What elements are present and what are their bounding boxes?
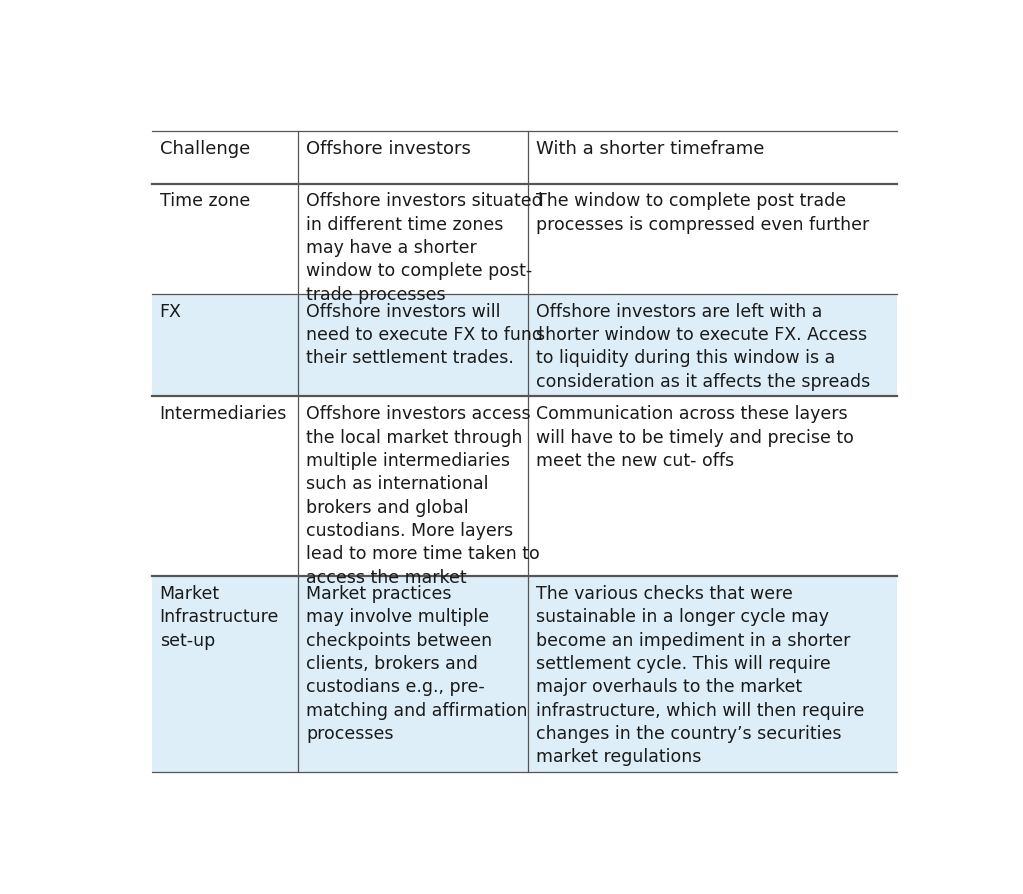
Text: The window to complete post trade
processes is compressed even further: The window to complete post trade proces… xyxy=(536,192,870,234)
Bar xyxy=(151,293,897,396)
Text: The various checks that were
sustainable in a longer cycle may
become an impedim: The various checks that were sustainable… xyxy=(536,585,864,766)
Text: Offshore investors situated
in different time zones
may have a shorter
window to: Offshore investors situated in different… xyxy=(306,192,543,304)
Text: Offshore investors access
the local market through
multiple intermediaries
such : Offshore investors access the local mark… xyxy=(306,405,540,586)
Text: FX: FX xyxy=(160,302,181,321)
Text: Offshore investors are left with a
shorter window to execute FX. Access
to liqui: Offshore investors are left with a short… xyxy=(536,302,871,391)
Text: With a shorter timeframe: With a shorter timeframe xyxy=(536,140,764,158)
Text: Challenge: Challenge xyxy=(160,140,250,158)
Text: Offshore investors will
need to execute FX to fund
their settlement trades.: Offshore investors will need to execute … xyxy=(306,302,543,367)
Text: Offshore investors: Offshore investors xyxy=(306,140,472,158)
Text: Communication across these layers
will have to be timely and precise to
meet the: Communication across these layers will h… xyxy=(536,405,854,470)
Text: Time zone: Time zone xyxy=(160,192,250,210)
Bar xyxy=(151,576,897,772)
Text: Market practices
may involve multiple
checkpoints between
clients, brokers and
c: Market practices may involve multiple ch… xyxy=(306,585,528,743)
Text: Market
Infrastructure
set-up: Market Infrastructure set-up xyxy=(160,585,279,650)
Text: Intermediaries: Intermediaries xyxy=(160,405,287,424)
